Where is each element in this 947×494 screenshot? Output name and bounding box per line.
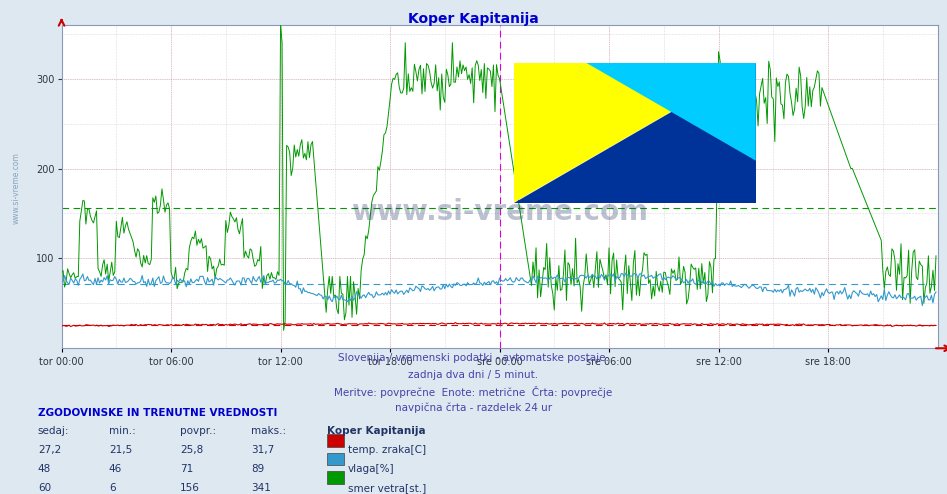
Text: 21,5: 21,5 — [109, 445, 133, 455]
Polygon shape — [586, 63, 756, 161]
Text: www.si-vreme.com: www.si-vreme.com — [11, 152, 21, 224]
Text: Slovenija / vremenski podatki - avtomatske postaje.: Slovenija / vremenski podatki - avtomats… — [338, 353, 609, 363]
Polygon shape — [513, 63, 756, 203]
Text: Koper Kapitanija: Koper Kapitanija — [408, 12, 539, 26]
Text: 71: 71 — [180, 464, 193, 474]
Text: povpr.:: povpr.: — [180, 426, 216, 436]
Text: 31,7: 31,7 — [251, 445, 275, 455]
Text: sedaj:: sedaj: — [38, 426, 69, 436]
Text: 46: 46 — [109, 464, 122, 474]
Text: vlaga[%]: vlaga[%] — [348, 464, 394, 474]
Text: temp. zraka[C]: temp. zraka[C] — [348, 445, 425, 455]
Text: min.:: min.: — [109, 426, 135, 436]
Text: www.si-vreme.com: www.si-vreme.com — [351, 199, 648, 226]
Text: zadnja dva dni / 5 minut.: zadnja dva dni / 5 minut. — [408, 370, 539, 379]
Text: 27,2: 27,2 — [38, 445, 62, 455]
Text: Meritve: povprečne  Enote: metrične  Črta: povprečje: Meritve: povprečne Enote: metrične Črta:… — [334, 386, 613, 398]
Text: navpična črta - razdelek 24 ur: navpična črta - razdelek 24 ur — [395, 402, 552, 412]
Text: 60: 60 — [38, 483, 51, 493]
Text: 156: 156 — [180, 483, 200, 493]
Text: 6: 6 — [109, 483, 116, 493]
Text: Koper Kapitanija: Koper Kapitanija — [327, 426, 425, 436]
Text: 48: 48 — [38, 464, 51, 474]
Text: maks.:: maks.: — [251, 426, 286, 436]
Text: ZGODOVINSKE IN TRENUTNE VREDNOSTI: ZGODOVINSKE IN TRENUTNE VREDNOSTI — [38, 408, 277, 417]
Text: 341: 341 — [251, 483, 271, 493]
Text: 89: 89 — [251, 464, 264, 474]
Text: 25,8: 25,8 — [180, 445, 204, 455]
Polygon shape — [513, 63, 756, 203]
Text: smer vetra[st.]: smer vetra[st.] — [348, 483, 426, 493]
